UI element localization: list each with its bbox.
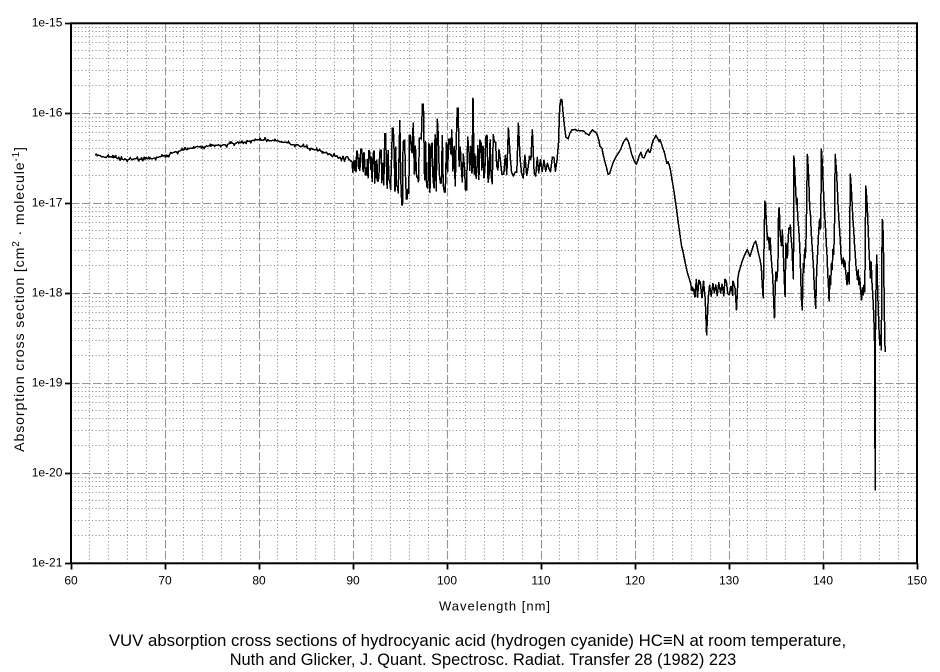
svg-text:100: 100 (437, 574, 457, 588)
svg-text:1e-16: 1e-16 (32, 106, 63, 120)
svg-text:140: 140 (813, 574, 833, 588)
svg-text:110: 110 (531, 574, 550, 588)
svg-text:1e-18: 1e-18 (32, 286, 63, 300)
svg-text:VUV absorption cross sections: VUV absorption cross sections of hydrocy… (109, 631, 846, 650)
svg-text:Absorption cross section [cm2: Absorption cross section [cm2 · molecule… (11, 146, 28, 452)
svg-text:70: 70 (158, 574, 172, 588)
svg-text:80: 80 (252, 574, 266, 588)
svg-text:120: 120 (625, 574, 645, 588)
svg-text:130: 130 (719, 574, 739, 588)
svg-text:1e-21: 1e-21 (32, 556, 63, 570)
svg-text:Nuth and Glicker, J. Quant. Sp: Nuth and Glicker, J. Quant. Spectrosc. R… (230, 651, 737, 669)
svg-text:1e-15: 1e-15 (32, 16, 63, 30)
svg-text:1e-17: 1e-17 (32, 196, 63, 210)
svg-text:1e-19: 1e-19 (32, 376, 63, 390)
svg-text:90: 90 (346, 574, 360, 588)
svg-text:1e-20: 1e-20 (32, 466, 63, 480)
svg-text:150: 150 (907, 574, 927, 588)
svg-text:Wavelength [nm]: Wavelength [nm] (439, 599, 551, 614)
svg-text:60: 60 (64, 574, 78, 588)
